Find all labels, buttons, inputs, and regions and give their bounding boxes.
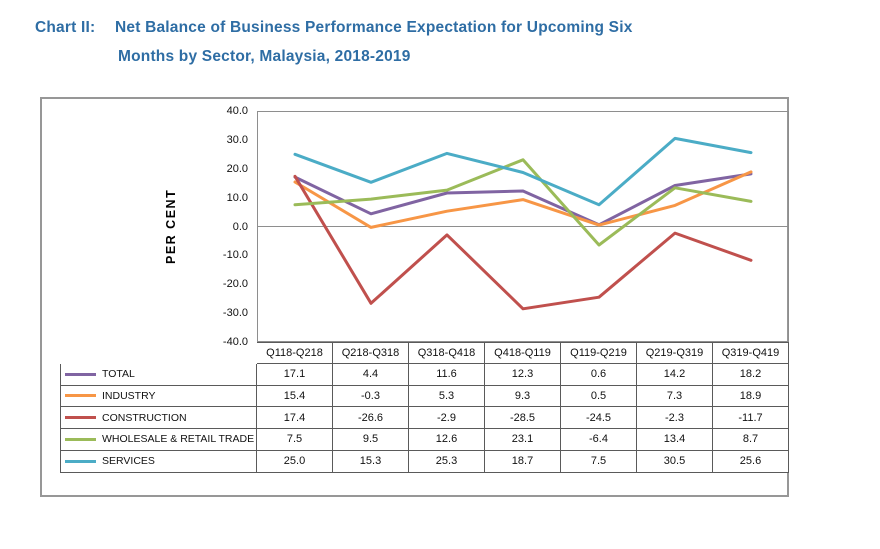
series-line-wholesale-retail-trade [293,158,753,247]
value-cell: 11.6 [409,363,485,386]
category-header-cell: Q218-Q318 [333,342,409,364]
legend-cell: INDUSTRY [60,385,257,408]
legend-cell: WHOLESALE & RETAIL TRADE [60,429,257,451]
value-cell: 18.2 [713,363,789,386]
value-cell: 0.5 [561,385,637,408]
value-cell: 15.4 [257,385,333,408]
legend-label: SERVICES [102,455,155,468]
category-header-cell: Q319-Q419 [713,342,789,364]
legend-label: INDUSTRY [102,389,156,402]
chart-title-line2: Months by Sector, Malaysia, 2018-2019 [118,48,411,65]
value-cell: 15.3 [333,450,409,473]
chart-frame: PER CENT Q118-Q218 Q218-Q318 Q318-Q418 Q418… [40,97,789,497]
value-cell: 14.2 [637,363,713,386]
y-tick-label: 10.0 [226,191,248,204]
chart-title: Chart II: Net Balance of Business Perform… [35,13,633,71]
y-tick-label: -40.0 [222,336,248,348]
value-cell: 13.4 [637,429,713,451]
legend-cell: TOTAL [60,363,257,386]
legend-cell: SERVICES [60,450,257,473]
value-cell: -2.9 [409,407,485,429]
value-cell: 30.5 [637,450,713,473]
series-line-services [293,136,753,207]
value-cell: 18.9 [713,385,789,408]
legend-swatch [65,372,96,376]
value-cell: 25.3 [409,450,485,473]
value-cell: 0.6 [561,363,637,386]
value-cell: 12.6 [409,429,485,451]
legend-swatch [65,437,96,441]
value-cell: -24.5 [561,407,637,429]
chart-title-prefix: Chart II: [35,19,96,36]
legend-cell: CONSTRUCTION [60,407,257,429]
legend-label: WHOLESALE & RETAIL TRADE [102,433,255,446]
value-cell: 4.4 [333,363,409,386]
value-cell: 5.3 [409,385,485,408]
value-cell: 7.5 [561,450,637,473]
category-header-cell: Q318-Q418 [409,342,485,364]
legend-label: TOTAL [102,368,135,381]
value-cell: 17.1 [257,363,333,386]
series-line-industry [293,170,753,229]
chart-title-text: Net Balance of Business Performance Expe… [115,19,633,36]
y-tick-label: -10.0 [222,249,248,262]
y-tick-label: -30.0 [222,307,248,320]
value-cell: 23.1 [485,429,561,451]
legend-label: CONSTRUCTION [102,411,187,424]
value-cell: 9.3 [485,385,561,408]
plot-border [257,111,789,342]
legend-swatch [65,394,96,398]
category-header-cell: Q118-Q218 [257,342,333,364]
value-cell: -0.3 [333,385,409,408]
legend-swatch [65,416,96,420]
value-cell: 25.0 [257,450,333,473]
value-cell: 8.7 [713,429,789,451]
value-cell: 18.7 [485,450,561,473]
value-cell: 7.3 [637,385,713,408]
value-cell: 12.3 [485,363,561,386]
value-cell: -28.5 [485,407,561,429]
data-table: Q118-Q218 Q218-Q318 Q318-Q418 Q418-Q119 Q119… [60,342,789,473]
y-tick-label: -20.0 [222,278,248,291]
legend-swatch [65,459,96,463]
y-tick-label: 30.0 [226,133,248,146]
category-header-cell: Q119-Q219 [561,342,637,364]
value-cell: 25.6 [713,450,789,473]
series-line-total [293,172,753,227]
y-tick-label: 20.0 [226,162,248,175]
y-tick-label: 40.0 [226,105,248,117]
y-tick-label: 0.0 [232,220,248,233]
value-cell: -11.7 [713,407,789,429]
value-cell: 17.4 [257,407,333,429]
category-header-cell: Q219-Q319 [637,342,713,364]
series-line-construction [293,174,753,311]
category-header-cell: Q418-Q119 [485,342,561,364]
value-cell: -26.6 [333,407,409,429]
value-cell: 7.5 [257,429,333,451]
line-plot [257,111,789,342]
chart-title-line1: Chart II: Net Balance of Business Perform… [35,13,633,42]
value-cell: 9.5 [333,429,409,451]
value-cell: -2.3 [637,407,713,429]
value-cell: -6.4 [561,429,637,451]
